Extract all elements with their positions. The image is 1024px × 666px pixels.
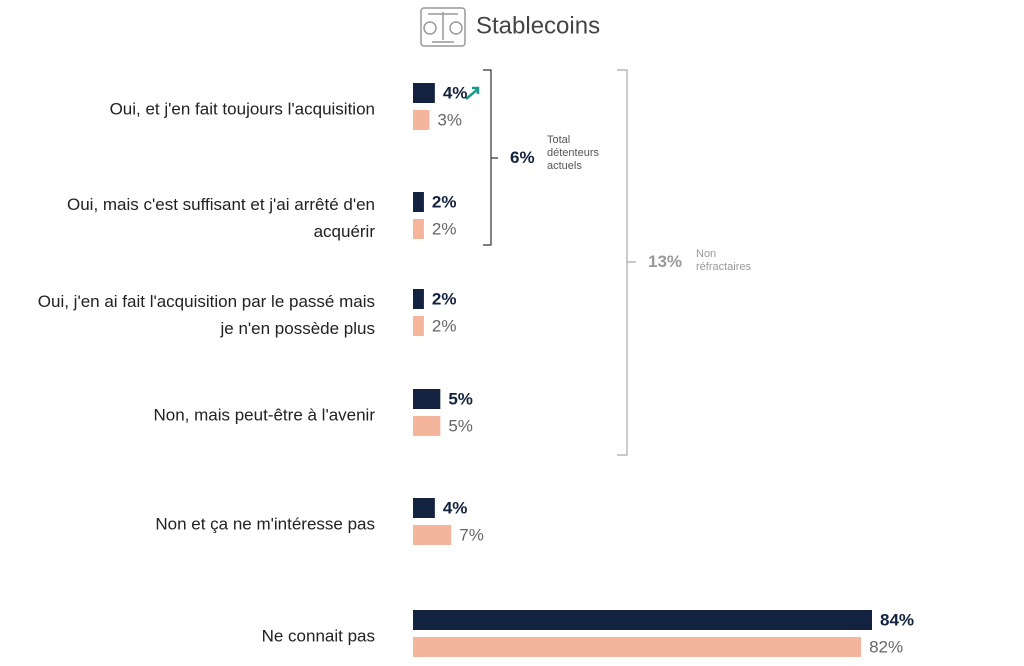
bar	[413, 498, 435, 518]
chart-title: Stablecoins	[476, 12, 600, 39]
bar	[413, 525, 452, 545]
title-icon	[420, 7, 466, 47]
category-label: Oui, mais c'est suffisant et j'ai arrêté…	[66, 195, 375, 241]
value-label: 2%	[432, 192, 457, 211]
value-label: 84%	[880, 610, 914, 629]
bar	[413, 110, 430, 130]
value-label: 3%	[437, 110, 462, 129]
value-label: 2%	[432, 316, 457, 335]
bar	[413, 192, 424, 212]
value-label: 4%	[443, 498, 468, 517]
value-label: 82%	[869, 637, 903, 656]
annotation-value: 6%	[510, 148, 535, 167]
category-label: Ne connait pas	[261, 626, 375, 646]
bracket-small	[483, 69, 498, 246]
bar	[413, 289, 424, 309]
bracket-large	[617, 69, 636, 456]
bar	[413, 219, 424, 239]
annotation-value: 13%	[648, 252, 683, 271]
value-label: 7%	[459, 525, 484, 544]
value-label: 2%	[432, 219, 457, 238]
category-label: Non et ça ne m'intéresse pas	[155, 514, 375, 534]
annotation-text: Total détenteurs actuels	[547, 134, 599, 172]
bar	[413, 83, 435, 103]
trend-arrow	[465, 86, 480, 100]
annotation-text: Non réfractaires	[696, 248, 752, 273]
value-label: 2%	[432, 289, 457, 308]
bar	[413, 416, 441, 436]
category-label: Oui, j'en ai fait l'acquisition par le p…	[37, 292, 375, 338]
value-label: 5%	[448, 416, 473, 435]
bar	[413, 637, 862, 657]
category-label: Non, mais peut-être à l'avenir	[153, 405, 375, 425]
bar	[413, 389, 441, 409]
bar	[413, 610, 872, 630]
value-label: 5%	[448, 389, 473, 408]
bar	[413, 316, 424, 336]
value-label: 4%	[443, 83, 468, 102]
category-label: Oui, et j'en fait toujours l'acquisition	[109, 99, 375, 119]
